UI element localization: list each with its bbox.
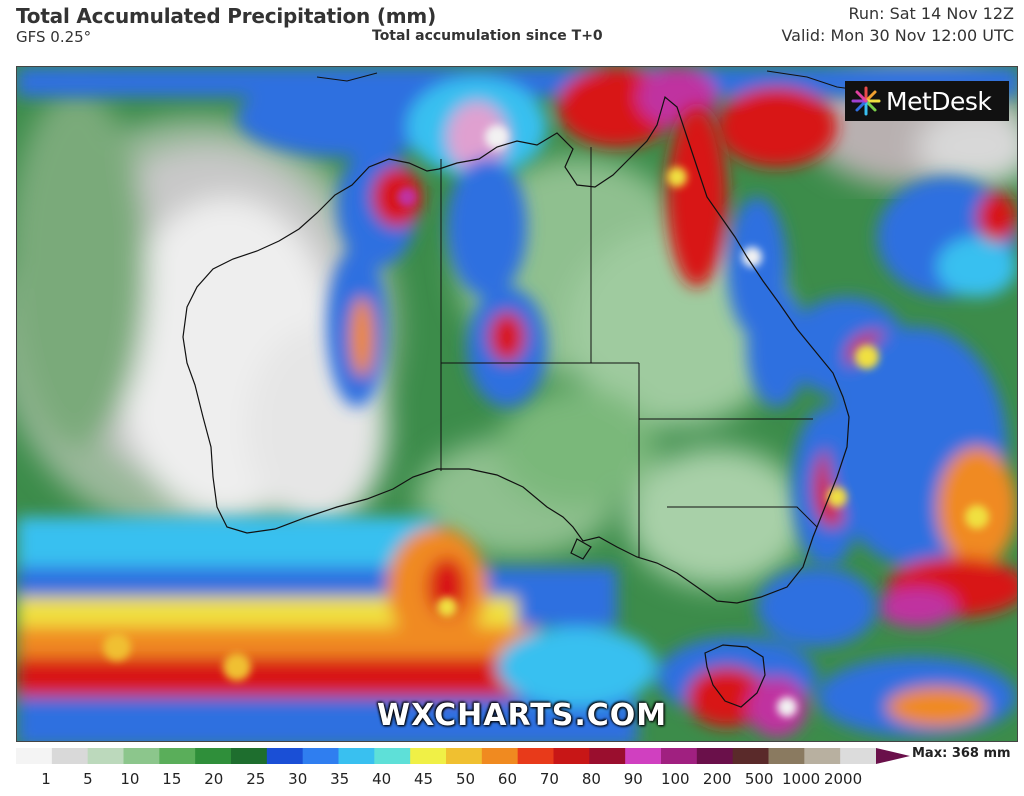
- scale-tick-label: 200: [702, 770, 732, 788]
- scale-swatch: [87, 748, 125, 764]
- scale-swatch: [231, 748, 268, 764]
- scale-arrow: [876, 748, 910, 764]
- scale-swatch: [589, 748, 626, 764]
- scale-swatch: [481, 748, 519, 764]
- scale-swatch: [553, 748, 590, 764]
- northern-rain-belt: [17, 67, 1017, 407]
- scale-tick-label: 1000: [782, 770, 821, 788]
- scale-tick-label: 40: [372, 770, 392, 788]
- wxcharts-watermark: WXCHARTS.COM: [377, 698, 668, 733]
- scale-swatch: [696, 748, 734, 764]
- scale-swatch: [410, 748, 447, 764]
- scale-tick-label: 15: [162, 770, 182, 788]
- scale-swatch: [51, 748, 89, 764]
- scale-swatch: [661, 748, 698, 764]
- scale-tick-label: 2000: [823, 770, 863, 788]
- scale-tick-label: 80: [581, 770, 601, 788]
- scale-swatch: [804, 748, 841, 764]
- metdesk-logo: MetDesk: [845, 81, 1009, 121]
- scale-swatch: [302, 748, 340, 764]
- scale-tick-label: 1: [41, 770, 51, 788]
- valid-time: Valid: Mon 30 Nov 12:00 UTC: [781, 26, 1014, 45]
- scale-tick-label: 90: [623, 770, 643, 788]
- brand-name: MetDesk: [886, 86, 992, 116]
- scale-tick-label: 60: [497, 770, 517, 788]
- scale-swatch: [446, 748, 483, 764]
- dry-region-west: [17, 87, 397, 537]
- run-time: Run: Sat 14 Nov 12Z: [848, 4, 1014, 23]
- scale-swatch: [195, 748, 232, 764]
- coastline: [182, 95, 850, 708]
- scale-tick-label: 100: [660, 770, 690, 788]
- scale-swatch: [16, 748, 53, 764]
- scale-swatch: [625, 748, 662, 764]
- scale-swatch: [338, 748, 375, 764]
- scale-tick-label: 50: [455, 770, 476, 788]
- chart-title: Total Accumulated Precipitation (mm): [16, 4, 437, 28]
- scale-swatch: [768, 748, 805, 764]
- precipitation-map[interactable]: MetDesk WXCHARTS.COM: [16, 66, 1018, 742]
- scale-tick-label: 45: [414, 770, 434, 788]
- scale-swatch: [374, 748, 411, 764]
- state-borders: [440, 147, 818, 557]
- scale-tick-label: 25: [246, 770, 266, 788]
- scale-tick-label: 70: [539, 770, 559, 788]
- scale-tick-label: 20: [204, 770, 224, 788]
- precipitation-color-scale: [16, 748, 910, 764]
- chart-subtitle: Total accumulation since T+0: [372, 28, 603, 44]
- scale-tick-label: 500: [744, 770, 774, 788]
- scale-tick-label: 35: [330, 770, 350, 788]
- metdesk-burst-icon: [851, 86, 881, 116]
- scale-tick-label: 30: [288, 770, 308, 788]
- southern-ocean-bands: [17, 517, 1017, 741]
- scale-swatch: [266, 748, 304, 764]
- map-canvas: [17, 67, 1017, 741]
- scale-tick-label: 10: [120, 770, 140, 788]
- storm-cells: [103, 125, 989, 717]
- scale-swatch: [517, 748, 555, 764]
- scale-swatch: [732, 748, 770, 764]
- scale-tick-labels: 1 5 10 15 20 25 30 35 40 45 50 60 70 80 90 100 200 500 100…: [16, 770, 876, 790]
- scale-swatch: [159, 748, 196, 764]
- scale-tick-label: 5: [83, 770, 93, 788]
- scale-swatch: [123, 748, 160, 764]
- max-value-label: Max: 368 mm: [912, 746, 1011, 761]
- scale-swatch: [840, 748, 877, 764]
- model-label: GFS 0.25°: [16, 28, 92, 46]
